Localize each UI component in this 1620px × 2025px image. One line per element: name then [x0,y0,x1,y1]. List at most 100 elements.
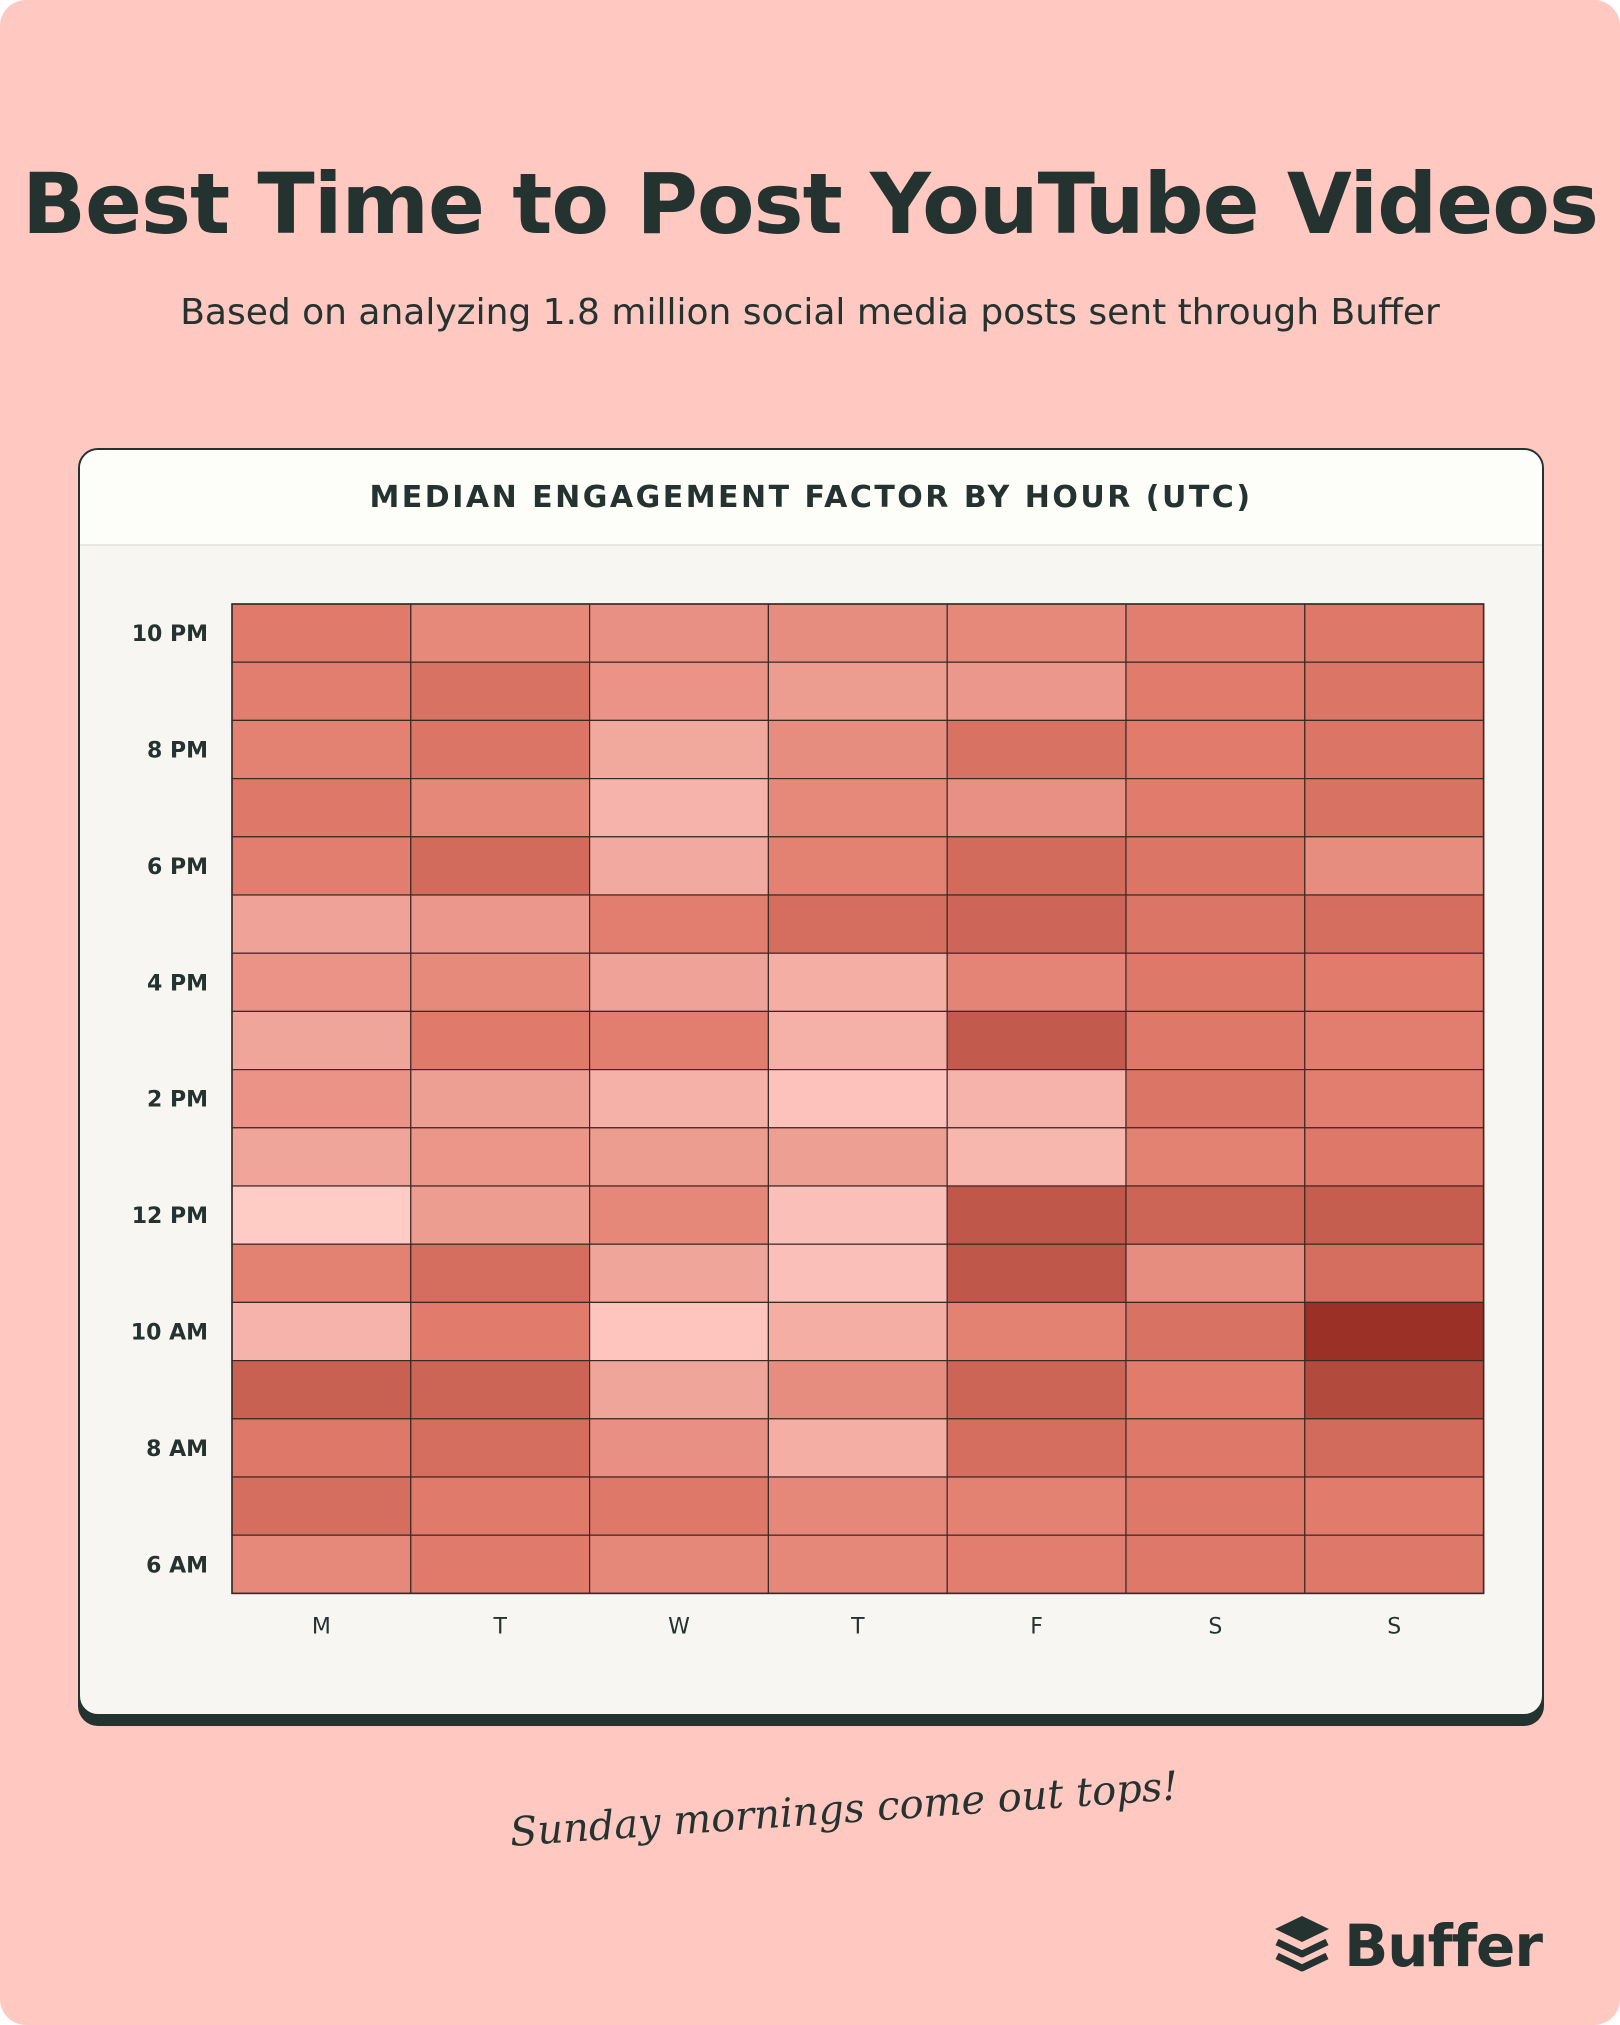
x-tick-label: S [1208,1614,1222,1639]
y-tick-label: 8 AM [146,1437,208,1462]
heatmap-cell [410,603,591,663]
heatmap-cell [589,1243,770,1304]
heatmap-cell [1125,1127,1306,1187]
heatmap-cell [410,1476,591,1536]
heatmap-cell [1304,894,1485,954]
y-tick-label: 6 AM [146,1553,208,1578]
y-tick-label: 8 PM [147,739,208,764]
heatmap-cell [231,952,412,1013]
heatmap-cell [1304,952,1485,1013]
heatmap-cell [589,661,770,721]
heatmap-cell [1125,603,1306,663]
heatmap-cell [231,1243,412,1304]
heatmap-cell [767,1127,948,1187]
heatmap-cell [1125,1068,1306,1129]
heatmap-cell [767,1185,948,1245]
heatmap-cell [767,1068,948,1129]
heatmap-cell [1125,1243,1306,1304]
heatmap-cell [1304,1127,1485,1187]
heatmap-cell [589,1127,770,1187]
heatmap-cell [767,719,948,780]
heatmap-cell [231,1301,412,1362]
heatmap-cell [946,603,1127,663]
heatmap-cell [589,952,770,1013]
heatmap-cell [1304,778,1485,838]
heatmap-cell [231,894,412,954]
x-tick-label: M [312,1614,331,1639]
heatmap-cell [410,952,591,1013]
heatmap-cell [231,1068,412,1129]
heatmap-cell [1304,1534,1485,1594]
heatmap-cell [589,1418,770,1478]
heatmap-cell [1304,1010,1485,1071]
y-tick-label: 10 PM [132,622,208,647]
heatmap-cell [767,778,948,838]
heatmap-cell [1304,1243,1485,1304]
heatmap-cell [1304,1185,1485,1245]
heatmap-cell [767,1534,948,1594]
y-tick-label: 2 PM [147,1088,208,1113]
heatmap-cell [410,1127,591,1187]
heatmap-cell [231,1010,412,1071]
heatmap-cell [1304,661,1485,721]
heatmap-cell [1304,719,1485,780]
heatmap-cell [946,1534,1127,1594]
heatmap-cell [1304,1418,1485,1478]
heatmap-cell [410,836,591,896]
heatmap-cell [767,836,948,896]
heatmap-cell [410,1418,591,1478]
heatmap-cell [1125,836,1306,896]
heatmap-cell [946,1359,1127,1420]
heatmap-cell [231,661,412,721]
heatmap-cell [231,1418,412,1478]
brand-name: Buffer [1344,1912,1543,1980]
heatmap-cell [946,836,1127,896]
y-tick-label: 4 PM [147,971,208,996]
heatmap-cell [767,1418,948,1478]
heatmap-cell [946,1476,1127,1536]
x-tick-label: F [1030,1614,1043,1639]
heatmap-cell [231,1359,412,1420]
heatmap-cell [231,1476,412,1536]
heatmap-cell [946,1301,1127,1362]
heatmap-cell [589,1476,770,1536]
heatmap-cell [589,1359,770,1420]
x-tick-label: W [668,1614,690,1639]
annotation-text: Sunday mornings come out tops! [508,1763,1180,1856]
heatmap-cell [589,1185,770,1245]
heatmap-cell [767,661,948,721]
heatmap-cell [410,719,591,780]
heatmap-cell [410,894,591,954]
heatmap-cell [1125,1418,1306,1478]
heatmap-cell [1125,719,1306,780]
heatmap-cell [767,1476,948,1536]
heatmap-cell [946,894,1127,954]
heatmap-cell [410,1359,591,1420]
heatmap-cell [231,719,412,780]
x-tick-label: S [1387,1614,1401,1639]
heatmap-cell [1304,836,1485,896]
y-tick-label: 6 PM [147,855,208,880]
heatmap-cell [946,1068,1127,1129]
chart-card: MEDIAN ENGAGEMENT FACTOR BY HOUR (UTC) 1… [78,448,1544,1716]
heatmap-cell [589,894,770,954]
heatmap-cell [589,778,770,838]
heatmap-cell [589,603,770,663]
heatmap-cell [946,1185,1127,1245]
heatmap-cell [767,894,948,954]
heatmap-cell [589,836,770,896]
heatmap-cell [1125,778,1306,838]
heatmap-cell [1304,1359,1485,1420]
heatmap-cell [1304,603,1485,663]
heatmap-cell [1125,1359,1306,1420]
heatmap-cell [231,778,412,838]
x-tick-label: T [492,1614,507,1639]
heatmap-cell [1125,1185,1306,1245]
heatmap-cell [1125,661,1306,721]
heatmap-cell [1304,1301,1485,1362]
y-tick-label: 10 AM [131,1321,208,1346]
buffer-stack-icon [1275,1916,1330,1972]
heatmap-cell [410,1010,591,1071]
heatmap-cell [1304,1476,1485,1536]
